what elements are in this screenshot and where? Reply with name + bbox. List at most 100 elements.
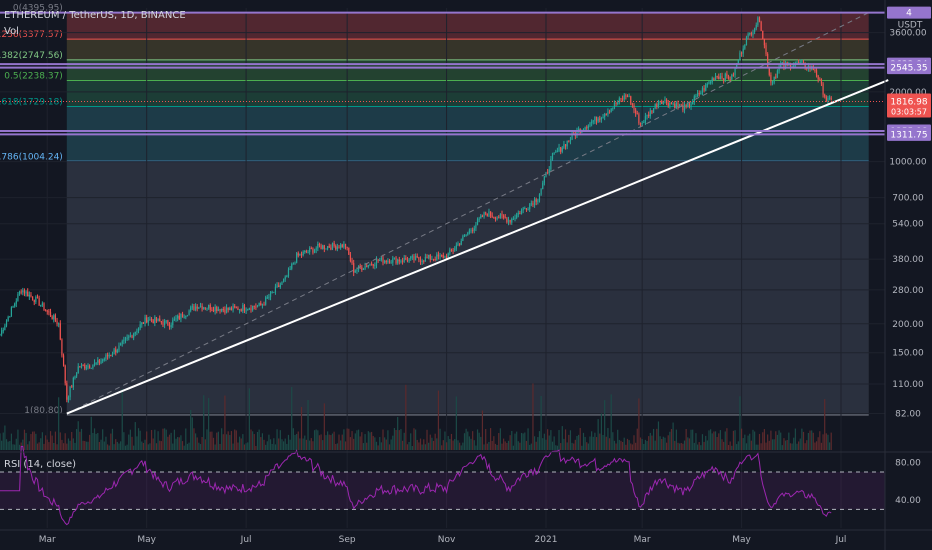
candle-body bbox=[605, 114, 607, 116]
volume-bar bbox=[431, 437, 433, 450]
volume-bar bbox=[410, 433, 412, 450]
volume-bar bbox=[397, 417, 399, 450]
volume-bar bbox=[128, 434, 130, 450]
volume-bar bbox=[493, 436, 495, 450]
volume-bar bbox=[664, 437, 666, 450]
candle-body bbox=[454, 248, 456, 251]
candle-body bbox=[139, 324, 141, 329]
candle-body bbox=[62, 355, 65, 366]
volume-bar bbox=[491, 440, 493, 450]
volume-bar bbox=[724, 431, 726, 450]
candle-body bbox=[613, 102, 616, 108]
volume-bar bbox=[739, 396, 741, 450]
volume-bar bbox=[180, 435, 182, 450]
candle-body bbox=[504, 217, 506, 219]
candle-body bbox=[762, 30, 764, 39]
volume-bar bbox=[604, 400, 606, 450]
candle-body bbox=[58, 323, 60, 325]
candle-body bbox=[348, 247, 350, 255]
volume-bar bbox=[667, 435, 669, 450]
volume-bar bbox=[147, 444, 149, 450]
volume-bar bbox=[703, 441, 705, 450]
volume-bar bbox=[380, 442, 382, 450]
candle-body bbox=[343, 243, 345, 248]
candle-body bbox=[445, 256, 448, 260]
volume-bar bbox=[506, 442, 508, 450]
candle-body bbox=[341, 244, 343, 248]
candle-body bbox=[656, 104, 658, 107]
candle-body bbox=[542, 182, 544, 190]
volume-bar bbox=[519, 442, 521, 450]
last-price-countdown: 03:03:57 bbox=[891, 108, 927, 117]
volume-bar bbox=[27, 444, 29, 450]
candle-body bbox=[470, 230, 472, 232]
volume-bar bbox=[66, 443, 68, 450]
volume-bar bbox=[825, 433, 827, 450]
candle-body bbox=[727, 76, 730, 80]
volume-bar bbox=[824, 399, 826, 450]
candle-body bbox=[243, 305, 246, 311]
candle-body bbox=[80, 364, 83, 368]
candle-body bbox=[771, 82, 774, 84]
candle-body bbox=[190, 307, 192, 311]
x-tick-label: May bbox=[732, 535, 751, 545]
volume-bar bbox=[542, 438, 544, 450]
candle-body bbox=[279, 284, 281, 288]
candle-body bbox=[680, 104, 682, 106]
volume-bar bbox=[238, 436, 241, 450]
candle-body bbox=[516, 214, 518, 218]
candle-body bbox=[10, 307, 13, 317]
candle-body bbox=[529, 204, 531, 210]
volume-bar bbox=[679, 443, 681, 450]
volume-bar bbox=[651, 435, 653, 450]
candle-body bbox=[662, 101, 664, 104]
candle-body bbox=[692, 101, 694, 105]
volume-bar bbox=[282, 441, 285, 450]
volume-bar bbox=[279, 430, 281, 450]
fib-level-label: 0.5(2238.37) bbox=[4, 72, 63, 82]
candle-body bbox=[591, 121, 593, 123]
candle-body bbox=[706, 84, 708, 86]
volume-bar bbox=[354, 433, 356, 450]
volume-bar bbox=[405, 384, 407, 450]
candle-body bbox=[599, 118, 601, 120]
volume-bar bbox=[576, 435, 578, 450]
volume-bar bbox=[517, 441, 519, 450]
candle-body bbox=[123, 339, 125, 342]
candle-body bbox=[317, 243, 319, 249]
candle-body bbox=[273, 291, 275, 293]
candle-body bbox=[635, 109, 637, 114]
volume-bar bbox=[312, 441, 314, 450]
volume-bar bbox=[472, 431, 474, 450]
drawn-lines[interactable] bbox=[0, 11, 889, 415]
x-tick-label: May bbox=[137, 535, 156, 545]
price-badge: 2545.35 bbox=[887, 61, 931, 75]
candle-body bbox=[367, 265, 369, 267]
volume-bar bbox=[59, 432, 61, 450]
candle-body bbox=[33, 299, 35, 303]
volume-bar bbox=[784, 440, 787, 450]
volume-bar bbox=[564, 429, 567, 450]
volume-bar bbox=[413, 428, 415, 450]
candle-body bbox=[677, 103, 679, 107]
candle-body bbox=[40, 305, 42, 307]
volume-bar bbox=[224, 395, 226, 450]
volume-bar bbox=[351, 431, 353, 450]
volume-bar bbox=[157, 431, 159, 450]
candle-body bbox=[222, 308, 224, 310]
candle-body bbox=[719, 76, 721, 79]
volume-bar bbox=[164, 428, 166, 450]
candle-body bbox=[299, 254, 301, 256]
volume-bar bbox=[445, 442, 448, 450]
volume-bar bbox=[385, 439, 387, 450]
candle-body bbox=[604, 114, 606, 117]
candle-body bbox=[232, 306, 234, 311]
volume-bar bbox=[49, 431, 52, 450]
candle-body bbox=[757, 17, 759, 25]
candle-body bbox=[214, 307, 216, 312]
fibonacci-retracement[interactable]: 0(4395.95) 0.236(3377.57) 0.382(2747.56) 0.… bbox=[0, 4, 869, 416]
candle-body bbox=[421, 260, 423, 262]
volume-bar bbox=[525, 440, 528, 450]
rsi-pane bbox=[0, 445, 885, 526]
